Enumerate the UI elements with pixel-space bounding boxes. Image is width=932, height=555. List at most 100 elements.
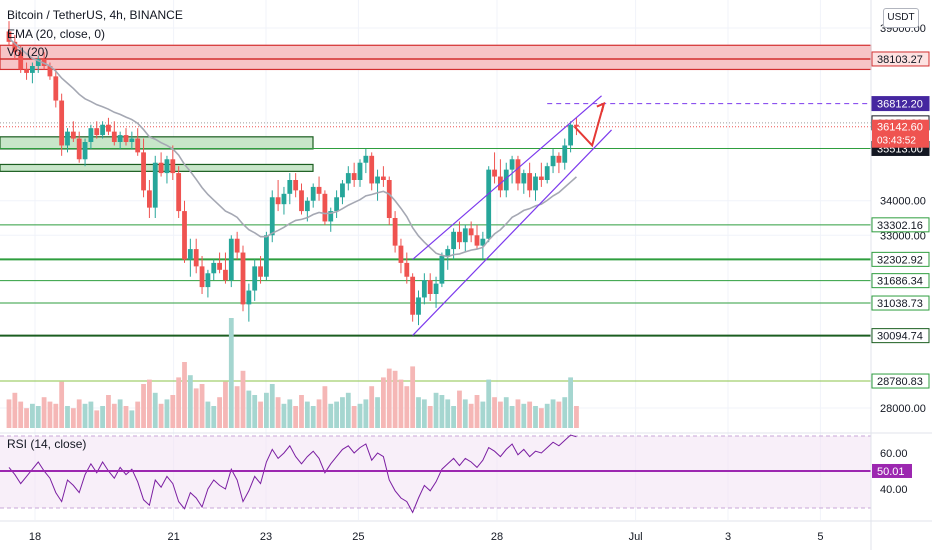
current-price-tag-bg <box>872 119 929 148</box>
candle-body <box>258 266 263 277</box>
candle-body <box>12 41 18 53</box>
candle-body <box>568 124 573 146</box>
candle-body <box>404 262 410 277</box>
candle-body <box>416 297 421 315</box>
volume-bar <box>451 406 456 428</box>
candle-body <box>106 124 111 132</box>
candle-body <box>223 269 228 281</box>
volume-bar <box>550 399 556 428</box>
candle-body <box>35 59 41 66</box>
volume-bar <box>492 397 497 428</box>
rsi-tick-label: 60.00 <box>880 448 908 460</box>
volume-bar <box>316 399 322 428</box>
projection-arrowhead <box>596 101 606 112</box>
volume-bar <box>527 401 533 428</box>
volume-bar <box>182 362 187 428</box>
candle-body <box>47 66 53 77</box>
volume-bar <box>287 399 293 428</box>
volume-bar <box>562 397 568 428</box>
rsi-value-tag: 50.01 <box>877 466 905 478</box>
volume-bar <box>515 399 521 428</box>
volume-bar <box>310 406 316 428</box>
volume-bar <box>340 397 345 428</box>
date-tick-label: 21 <box>167 531 179 543</box>
volume-bar <box>123 406 129 428</box>
volume-bar <box>47 401 53 428</box>
candles <box>6 21 579 326</box>
volume-bar <box>228 318 234 428</box>
volume-bar <box>223 381 228 428</box>
volume-bar <box>88 401 94 428</box>
candle-body <box>182 211 187 260</box>
candle-body <box>275 197 281 205</box>
candle-body <box>492 169 497 177</box>
volume-bar <box>234 386 240 428</box>
volume-bar <box>533 406 538 428</box>
volume-bar <box>304 401 310 428</box>
volume-bar <box>135 401 141 428</box>
candle-body <box>503 169 509 191</box>
volume-legend[interactable]: Vol (20) <box>7 45 49 59</box>
level-price-tag: 31038.73 <box>877 298 923 310</box>
volume-bar <box>538 408 544 428</box>
volume-bar <box>6 399 12 428</box>
currency-button[interactable]: USDT <box>883 8 919 28</box>
price-tick-label: 28000.00 <box>880 403 926 415</box>
candle-body <box>170 159 176 174</box>
volume-bar <box>486 379 492 428</box>
candle-body <box>462 228 468 243</box>
level-price-tag: 36812.20 <box>877 99 923 111</box>
candle-body <box>474 235 480 246</box>
volume-bar <box>129 410 135 428</box>
volume-bar <box>141 384 146 428</box>
volume-bar <box>351 406 357 428</box>
candle-body <box>65 131 70 146</box>
candle-body <box>281 193 287 205</box>
candle-body <box>240 252 246 305</box>
current-price-tag: 36142.60 <box>877 122 923 134</box>
candle-body <box>521 173 527 184</box>
candle-body <box>345 173 351 184</box>
candle-body <box>234 238 240 253</box>
candle-body <box>252 266 258 291</box>
rsi-line <box>8 434 577 514</box>
volume-bar <box>211 406 217 428</box>
candle-body <box>199 266 205 288</box>
volume-bar <box>240 370 246 428</box>
candle-body <box>70 131 76 139</box>
candle-body <box>88 128 94 142</box>
ema-legend[interactable]: EMA (20, close, 0) <box>7 27 106 41</box>
candle-body <box>340 183 345 198</box>
volume-bar <box>41 397 47 428</box>
volume-bar <box>375 397 380 428</box>
rsi-legend[interactable]: RSI (14, close) <box>7 437 87 451</box>
volume-bar <box>357 403 363 428</box>
volume-bar <box>59 381 65 428</box>
volume-bar <box>410 366 416 428</box>
volume-bar <box>445 399 451 428</box>
volume-bar <box>82 403 88 428</box>
volume-bar <box>439 395 445 428</box>
volume-bar <box>53 403 59 428</box>
level-price-tag: 30094.74 <box>877 331 923 343</box>
candle-body <box>351 173 357 180</box>
candle-body <box>433 283 439 294</box>
candle-body <box>53 76 59 101</box>
volume-bar <box>264 392 269 428</box>
level-price-tag: 32302.92 <box>877 254 923 266</box>
candle-body <box>515 159 521 184</box>
candle-body <box>527 173 533 191</box>
countdown-timer: 03:43:52 <box>877 136 916 147</box>
candle-body <box>293 180 299 191</box>
candle-body <box>24 69 29 73</box>
volume-bar <box>334 401 339 428</box>
zone-rect <box>0 136 314 150</box>
rsi-value-tag-bg <box>872 463 912 478</box>
level-price-tag-bg <box>871 373 930 389</box>
candle-body <box>381 176 386 180</box>
volume-bar <box>100 406 105 428</box>
date-tick-label: 5 <box>817 531 823 543</box>
level-price-tag-bg <box>871 96 930 112</box>
candle-body <box>193 249 199 267</box>
